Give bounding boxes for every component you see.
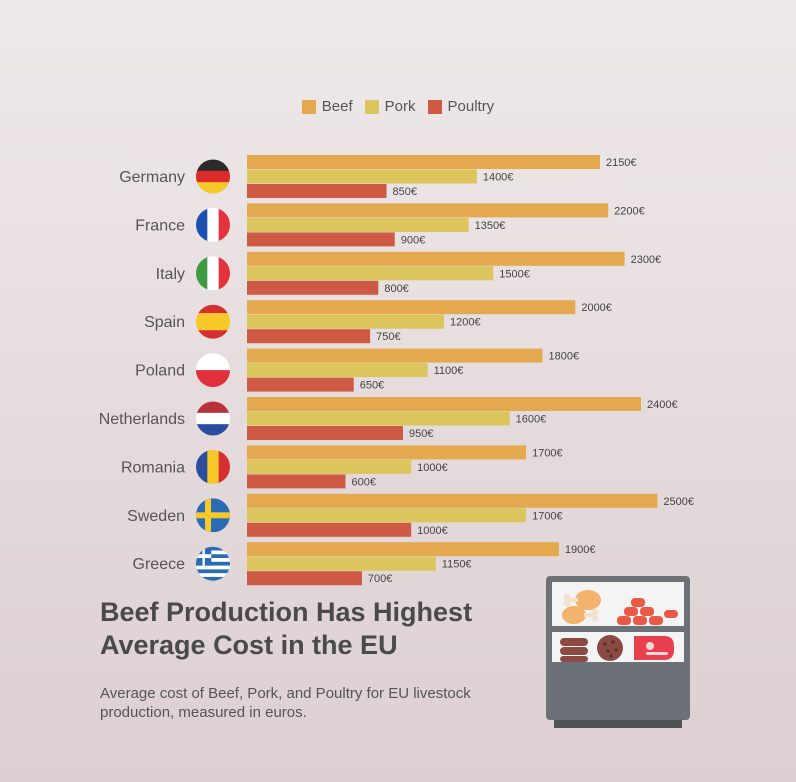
legend-swatch-beef (301, 99, 316, 114)
bar-chart: Germany 2150€ 1400€ 850€ France 2200€ 1350€ 900… (99, 155, 694, 586)
greece-flag-icon (196, 546, 230, 581)
bar-beef (247, 155, 600, 169)
bar-poultry (247, 280, 379, 295)
legend-swatch-pork (364, 99, 379, 114)
bar-poultry (247, 329, 371, 344)
data-label: 900€ (401, 234, 425, 246)
data-label: 800€ (384, 283, 408, 295)
category-label: Spain (144, 314, 185, 331)
chart-subtitle: Average cost of Beef, Pork, and Poultry … (100, 685, 471, 721)
poland-flag-icon (196, 353, 230, 388)
category-label: Sweden (127, 508, 185, 525)
data-label: 2300€ (631, 254, 662, 266)
data-label: 1500€ (499, 268, 530, 280)
data-label: 2400€ (647, 399, 678, 411)
data-label: 1000€ (417, 462, 448, 474)
bar-pork (247, 217, 469, 232)
bar-poultry (247, 184, 387, 198)
category-label: Netherlands (99, 411, 185, 428)
france-flag-icon (196, 207, 230, 242)
data-label: 700€ (368, 573, 392, 585)
bar-pork (247, 508, 527, 523)
category-label: Germany (119, 169, 185, 186)
category-label: Poland (135, 363, 185, 380)
chart-legend: Beef Pork Poultry (0, 98, 796, 115)
chart-title: Beef Production Has Highest Average Cost… (100, 597, 473, 660)
category-label: Romania (121, 459, 185, 476)
category-label: Italy (156, 266, 185, 283)
data-label: 2000€ (581, 302, 612, 314)
data-label: 600€ (352, 476, 376, 488)
data-label: 1400€ (483, 172, 514, 184)
legend-item-pork: Pork (364, 98, 416, 115)
bar-pork (247, 363, 428, 378)
data-label: 1200€ (450, 317, 481, 329)
data-label: 2150€ (606, 157, 637, 169)
category-label: Greece (133, 556, 186, 573)
bar-pork (247, 314, 444, 329)
spain-flag-icon (196, 304, 230, 339)
bar-beef (247, 445, 527, 460)
data-label: 1150€ (442, 559, 472, 571)
bar-pork (247, 411, 510, 426)
data-label: 1100€ (434, 365, 464, 377)
legend-label-beef: Beef (321, 98, 353, 115)
data-label: 1350€ (475, 220, 506, 232)
romania-flag-icon (196, 449, 230, 484)
data-label: 650€ (360, 380, 384, 392)
data-label: 950€ (409, 428, 433, 440)
bar-beef (247, 397, 641, 411)
bar-pork (247, 169, 477, 184)
sweden-flag-icon (196, 498, 230, 533)
data-label: 750€ (376, 331, 400, 343)
data-label: 1600€ (516, 414, 547, 426)
bar-pork (247, 556, 436, 571)
bar-beef (247, 300, 576, 315)
bar-poultry (247, 232, 395, 247)
bar-pork (247, 266, 494, 281)
data-label: 2200€ (614, 205, 645, 217)
bar-pork (247, 459, 412, 474)
legend-swatch-poultry (427, 99, 442, 114)
data-label: 1900€ (565, 544, 596, 556)
data-label: 850€ (393, 186, 417, 198)
bar-beef (247, 493, 658, 508)
legend-label-pork: Pork (384, 98, 416, 115)
bar-beef (247, 203, 609, 218)
bar-poultry (247, 474, 346, 489)
meat-display-cabinet-icon (546, 576, 690, 728)
bar-beef (247, 348, 543, 363)
bar-beef (247, 251, 625, 266)
italy-flag-icon (196, 256, 230, 291)
bar-poultry (247, 377, 354, 392)
data-label: 1000€ (417, 525, 448, 537)
bar-poultry (247, 426, 403, 440)
germany-flag-icon (196, 159, 230, 194)
bar-poultry (247, 522, 412, 537)
legend-label-poultry: Poultry (447, 98, 495, 115)
legend-item-beef: Beef (301, 98, 353, 115)
data-label: 2500€ (663, 496, 694, 508)
category-label: France (135, 217, 185, 234)
bar-beef (247, 542, 559, 557)
data-label: 1800€ (549, 351, 580, 363)
data-label: 1700€ (532, 510, 563, 522)
legend-item-poultry: Poultry (427, 98, 495, 115)
netherlands-flag-icon (196, 401, 230, 436)
data-label: 1700€ (532, 447, 563, 459)
bar-poultry (247, 571, 362, 586)
